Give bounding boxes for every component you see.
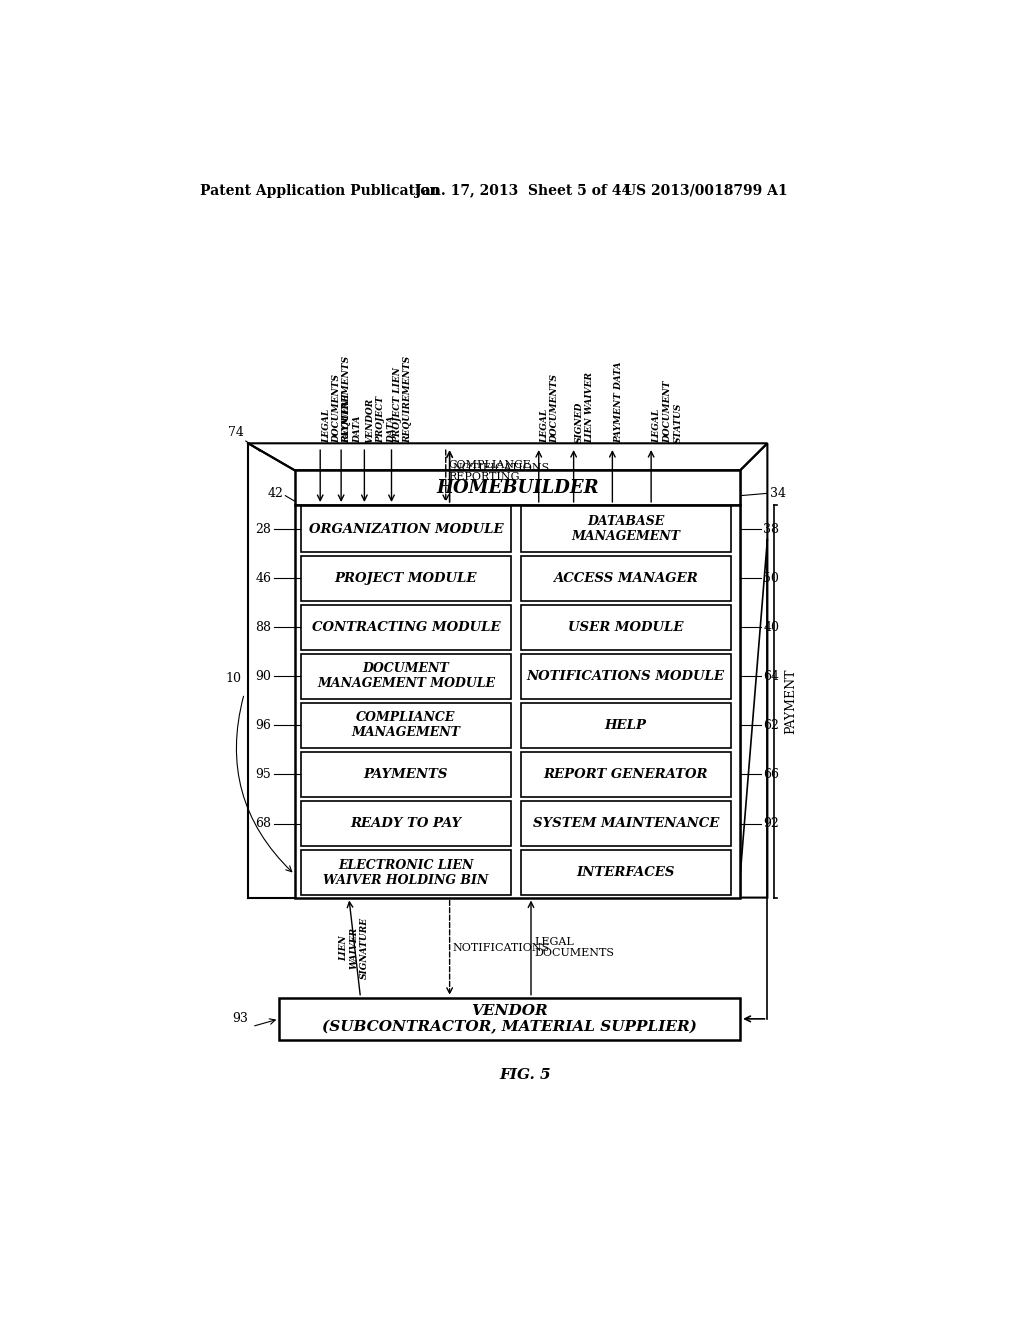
FancyBboxPatch shape xyxy=(280,998,740,1040)
Text: DOCUMENT
MANAGEMENT MODULE: DOCUMENT MANAGEMENT MODULE xyxy=(317,663,495,690)
Text: PROJECT MODULE: PROJECT MODULE xyxy=(335,572,477,585)
Text: NOTIFICATIONS: NOTIFICATIONS xyxy=(453,942,550,953)
Text: COMPLIANCE
MANAGEMENT: COMPLIANCE MANAGEMENT xyxy=(351,711,461,739)
FancyBboxPatch shape xyxy=(295,506,740,898)
Text: Patent Application Publication: Patent Application Publication xyxy=(200,183,439,198)
Text: LIEN
WAIVER
SIGNATURE: LIEN WAIVER SIGNATURE xyxy=(339,916,370,978)
Text: Jan. 17, 2013  Sheet 5 of 44: Jan. 17, 2013 Sheet 5 of 44 xyxy=(415,183,631,198)
Text: 34: 34 xyxy=(770,487,785,500)
Text: CONTRACTING MODULE: CONTRACTING MODULE xyxy=(311,620,501,634)
FancyBboxPatch shape xyxy=(520,702,731,748)
Text: PAYMENT DATA: PAYMENT DATA xyxy=(614,362,623,444)
Text: PAYMENT
DATA: PAYMENT DATA xyxy=(343,392,362,444)
FancyBboxPatch shape xyxy=(301,653,511,700)
Text: 90: 90 xyxy=(256,669,271,682)
Text: HOMEBUILDER: HOMEBUILDER xyxy=(436,479,599,496)
FancyBboxPatch shape xyxy=(301,850,511,895)
Text: 92: 92 xyxy=(764,817,779,830)
Text: VENDOR
(SUBCONTRACTOR, MATERIAL SUPPLIER): VENDOR (SUBCONTRACTOR, MATERIAL SUPPLIER… xyxy=(323,1003,697,1034)
Text: PAYMENTS: PAYMENTS xyxy=(364,768,449,781)
Text: 50: 50 xyxy=(764,572,779,585)
Text: READY TO PAY: READY TO PAY xyxy=(350,817,462,830)
Text: 28: 28 xyxy=(256,523,271,536)
Text: 46: 46 xyxy=(255,572,271,585)
Text: VENDOR
PROJECT
DATA: VENDOR PROJECT DATA xyxy=(366,396,395,444)
Text: 95: 95 xyxy=(256,768,271,781)
FancyBboxPatch shape xyxy=(301,801,511,846)
Text: 40: 40 xyxy=(764,620,779,634)
Text: USER MODULE: USER MODULE xyxy=(568,620,683,634)
FancyBboxPatch shape xyxy=(301,752,511,797)
Text: 66: 66 xyxy=(764,768,779,781)
FancyBboxPatch shape xyxy=(520,653,731,700)
Text: LEGAL
DOCUMENT
STATUS: LEGAL DOCUMENT STATUS xyxy=(652,380,682,444)
Text: REPORT GENERATOR: REPORT GENERATOR xyxy=(544,768,708,781)
Text: NOTIFICATIONS MODULE: NOTIFICATIONS MODULE xyxy=(526,669,725,682)
FancyBboxPatch shape xyxy=(520,507,731,552)
Text: ELECTRONIC LIEN
WAIVER HOLDING BIN: ELECTRONIC LIEN WAIVER HOLDING BIN xyxy=(324,859,488,887)
Text: INTERFACES: INTERFACES xyxy=(577,866,675,879)
FancyBboxPatch shape xyxy=(520,801,731,846)
FancyBboxPatch shape xyxy=(520,850,731,895)
Text: ACCESS MANAGER: ACCESS MANAGER xyxy=(553,572,698,585)
Text: SYSTEM MAINTENANCE: SYSTEM MAINTENANCE xyxy=(532,817,719,830)
FancyBboxPatch shape xyxy=(301,702,511,748)
Text: 62: 62 xyxy=(764,719,779,731)
Text: 68: 68 xyxy=(255,817,271,830)
FancyBboxPatch shape xyxy=(301,556,511,601)
Text: 10: 10 xyxy=(226,672,242,685)
FancyBboxPatch shape xyxy=(520,556,731,601)
Text: NOTIFICATIONS: NOTIFICATIONS xyxy=(453,463,550,474)
Text: 93: 93 xyxy=(232,1012,248,1026)
Text: SIGNED
LIEN WAIVER: SIGNED LIEN WAIVER xyxy=(575,372,595,444)
Text: DATABASE
MANAGEMENT: DATABASE MANAGEMENT xyxy=(571,515,680,543)
Text: LEGAL
DOCUMENTS
REQUIREMENTS: LEGAL DOCUMENTS REQUIREMENTS xyxy=(322,356,351,444)
Text: 38: 38 xyxy=(764,523,779,536)
Text: US 2013/0018799 A1: US 2013/0018799 A1 xyxy=(624,183,787,198)
Text: HELP: HELP xyxy=(605,719,647,731)
FancyBboxPatch shape xyxy=(295,470,740,506)
Text: ORGANIZATION MODULE: ORGANIZATION MODULE xyxy=(308,523,504,536)
Text: 74: 74 xyxy=(228,426,245,440)
Text: 96: 96 xyxy=(256,719,271,731)
FancyBboxPatch shape xyxy=(301,605,511,649)
FancyBboxPatch shape xyxy=(301,507,511,552)
Text: 42: 42 xyxy=(267,487,283,500)
FancyBboxPatch shape xyxy=(520,752,731,797)
FancyBboxPatch shape xyxy=(520,605,731,649)
Text: LEGAL
DOCUMENTS: LEGAL DOCUMENTS xyxy=(535,937,614,958)
Text: PROJECT LIEN
REQUIREMENTS: PROJECT LIEN REQUIREMENTS xyxy=(393,356,413,444)
Text: FIG. 5: FIG. 5 xyxy=(499,1068,551,1081)
Text: 64: 64 xyxy=(764,669,779,682)
Text: 88: 88 xyxy=(255,620,271,634)
Text: PAYMENT: PAYMENT xyxy=(784,668,797,734)
Text: LEGAL
DOCUMENTS: LEGAL DOCUMENTS xyxy=(541,375,560,444)
Text: COMPLIANCE
REPORTING: COMPLIANCE REPORTING xyxy=(449,461,531,482)
